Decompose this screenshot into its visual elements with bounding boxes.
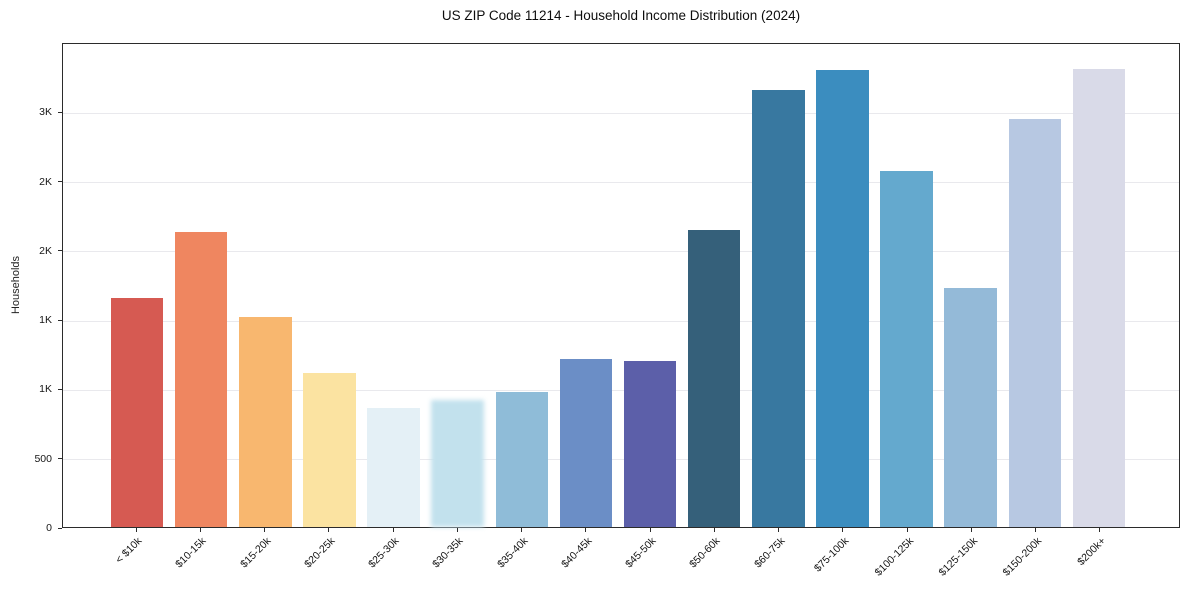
x-tick-mark bbox=[521, 528, 523, 532]
bar bbox=[110, 297, 164, 527]
bar-slot bbox=[426, 44, 490, 527]
gridline bbox=[63, 112, 1179, 114]
gridline bbox=[63, 182, 1179, 184]
bar-slot bbox=[1003, 44, 1067, 527]
x-tick-label: $30-35k bbox=[430, 535, 466, 571]
x-tick-mark bbox=[456, 528, 458, 532]
bar bbox=[880, 170, 933, 527]
bars-layer bbox=[63, 44, 1179, 527]
y-tick-label: 1K bbox=[39, 314, 52, 327]
bar bbox=[431, 400, 484, 527]
x-tick-label: $75-100k bbox=[811, 535, 852, 575]
bar-slot bbox=[875, 44, 939, 527]
x-tick-mark bbox=[842, 528, 844, 532]
x-tick-label: $20-25k bbox=[302, 535, 338, 571]
x-tick-label: $125-150k bbox=[936, 535, 980, 579]
bar-slot bbox=[362, 44, 426, 527]
bar-slot bbox=[490, 44, 554, 527]
bar-slot bbox=[746, 44, 810, 527]
x-tick-label: $100-125k bbox=[872, 535, 916, 579]
x-tick-mark bbox=[970, 528, 972, 532]
x-tick-mark bbox=[135, 528, 137, 532]
plot-area bbox=[62, 43, 1180, 528]
y-tick-label: 2K bbox=[39, 175, 52, 188]
bar bbox=[174, 231, 228, 527]
x-tick-mark bbox=[199, 528, 201, 532]
x-tick-label: $40-45k bbox=[559, 535, 595, 571]
gridline bbox=[63, 320, 1179, 322]
y-tick-mark bbox=[58, 250, 62, 252]
bar bbox=[239, 317, 292, 527]
y-axis-label: Households bbox=[10, 255, 22, 315]
x-tick-label: $45-50k bbox=[623, 535, 659, 571]
x-tick-label: $15-20k bbox=[237, 535, 274, 571]
bar bbox=[687, 229, 741, 527]
y-tick-label: 500 bbox=[34, 452, 52, 465]
chart-title: US ZIP Code 11214 - Household Income Dis… bbox=[441, 8, 801, 23]
bar-slot bbox=[169, 44, 233, 527]
bar-slot bbox=[618, 44, 682, 527]
x-tick-label: $50-60k bbox=[687, 535, 723, 571]
bar-slot bbox=[939, 44, 1003, 527]
bar-slot bbox=[1067, 44, 1131, 527]
bar bbox=[559, 358, 613, 527]
bar-slot bbox=[105, 44, 169, 527]
gridline bbox=[63, 459, 1179, 461]
y-tick-mark bbox=[58, 527, 62, 529]
bar bbox=[495, 391, 549, 527]
bar bbox=[367, 407, 420, 527]
bar-slot bbox=[297, 44, 361, 527]
y-tick-mark bbox=[58, 319, 62, 321]
bar bbox=[1072, 68, 1126, 527]
y-tick-mark bbox=[58, 458, 62, 460]
bar-slot bbox=[554, 44, 618, 527]
x-tick-mark bbox=[649, 528, 651, 532]
x-tick-mark bbox=[264, 528, 266, 532]
x-tick-mark bbox=[585, 528, 587, 532]
x-tick-mark bbox=[392, 528, 394, 532]
x-tick-mark bbox=[1035, 528, 1037, 532]
x-tick-mark bbox=[1099, 528, 1101, 532]
y-tick-mark bbox=[58, 388, 62, 390]
bar-slot bbox=[810, 44, 874, 527]
x-tick-label: $10-15k bbox=[173, 535, 209, 571]
x-tick-mark bbox=[328, 528, 330, 532]
gridline bbox=[63, 389, 1179, 391]
bar bbox=[1008, 119, 1062, 527]
y-tick-label: 0 bbox=[46, 522, 52, 534]
bar bbox=[944, 288, 997, 527]
x-tick-mark bbox=[713, 528, 715, 532]
y-tick-label: 3K bbox=[39, 106, 52, 119]
x-tick-label: $60-75k bbox=[751, 535, 788, 571]
x-tick-label: $200k+ bbox=[1075, 535, 1109, 569]
x-tick-label: < $10k bbox=[113, 535, 145, 566]
x-tick-label: $25-30k bbox=[366, 535, 402, 571]
x-tick-label: $150-200k bbox=[1000, 535, 1045, 579]
y-tick-mark bbox=[58, 111, 62, 113]
x-tick-label: $35-40k bbox=[494, 535, 531, 571]
bar bbox=[752, 89, 805, 527]
y-tick-mark bbox=[58, 181, 62, 183]
y-tick-label: 2K bbox=[39, 244, 52, 257]
y-tick-label: 1K bbox=[39, 383, 52, 396]
bar-slot bbox=[233, 44, 297, 527]
bar bbox=[816, 69, 869, 527]
bar-slot bbox=[682, 44, 746, 527]
bar bbox=[303, 373, 356, 527]
bar bbox=[623, 360, 677, 527]
x-tick-mark bbox=[778, 528, 780, 532]
gridline bbox=[63, 251, 1179, 253]
x-tick-mark bbox=[906, 528, 908, 532]
